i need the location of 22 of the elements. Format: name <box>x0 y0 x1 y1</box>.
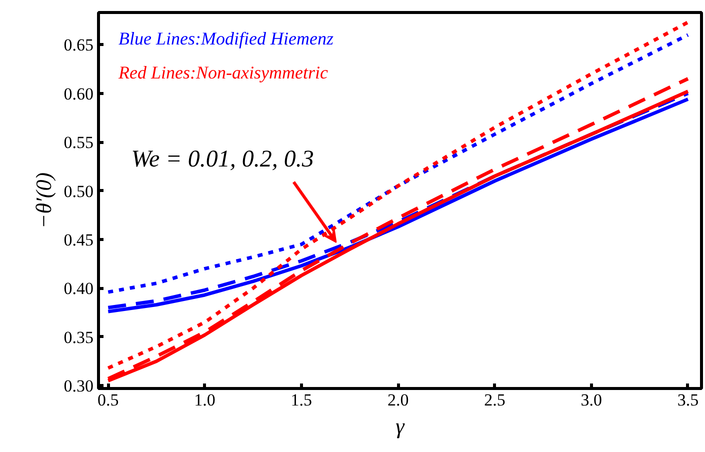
y-tick-label: 0.50 <box>64 182 94 201</box>
y-tick-label: 0.35 <box>64 328 94 347</box>
x-axis-title: γ <box>396 414 406 438</box>
line-series <box>106 33 690 294</box>
y-tick-label: 0.30 <box>64 376 94 396</box>
annotation: Red Lines:Non-axisymmetric <box>118 62 328 82</box>
y-tick-label: 0.45 <box>64 230 94 250</box>
y-axis-title: −θ′(0) <box>30 172 56 229</box>
y-tick-label: 0.60 <box>64 84 94 104</box>
line-series <box>106 20 690 370</box>
x-tick-label: 2.0 <box>387 390 409 410</box>
y-tick-label: 0.40 <box>64 279 94 298</box>
y-tick-label: 0.65 <box>64 36 94 55</box>
annotation: Blue Lines:Modified Hiemenz <box>118 28 334 48</box>
y-tick-label: 0.55 <box>64 133 94 152</box>
x-tick-label: 3.5 <box>677 390 699 410</box>
annotation: We = 0.01, 0.2, 0.3 <box>131 146 314 172</box>
x-tick-label: 3.0 <box>580 390 602 410</box>
x-tick-label: 0.5 <box>98 390 119 410</box>
x-tick-label: 2.5 <box>484 390 506 410</box>
x-tick-label: 1.0 <box>194 390 216 410</box>
x-tick-label: 1.5 <box>290 390 312 410</box>
